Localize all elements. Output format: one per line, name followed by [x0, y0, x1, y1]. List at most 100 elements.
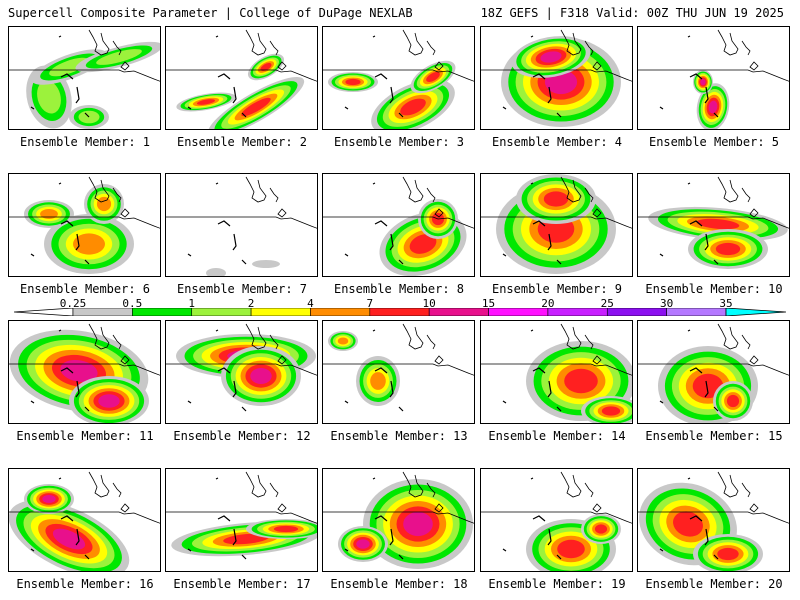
border-line — [9, 511, 160, 524]
scp-contour — [409, 234, 437, 254]
ensemble-panel — [480, 26, 633, 130]
border-line — [481, 69, 632, 82]
scp-contour — [252, 260, 280, 268]
ensemble-panel — [8, 320, 161, 424]
border-line — [166, 216, 317, 229]
scp-contour — [726, 394, 740, 408]
ensemble-member-label: Ensemble Member: 19 — [488, 577, 626, 591]
island-outline — [120, 208, 130, 218]
colorbar-tick-label: 15 — [481, 297, 496, 310]
border-line — [9, 69, 160, 82]
ensemble-panel — [8, 468, 161, 572]
scp-contour — [370, 372, 386, 390]
lake-outlines — [502, 35, 562, 118]
scp-field — [501, 36, 621, 127]
border-line — [481, 363, 632, 376]
coastline — [717, 29, 751, 56]
lake-outlines — [30, 182, 90, 265]
ensemble-member-label: Ensemble Member: 17 — [173, 577, 311, 591]
ensemble-panel — [322, 320, 475, 424]
lake-outlines — [502, 329, 562, 412]
ensemble-member-label: Ensemble Member: 4 — [491, 135, 623, 149]
ensemble-panel — [637, 320, 790, 424]
scp-contour — [700, 78, 706, 86]
scp-map — [323, 29, 474, 129]
border-line — [166, 363, 317, 376]
scp-map — [481, 323, 632, 423]
island-outline — [277, 208, 287, 218]
scp-contour — [696, 218, 740, 230]
coastline — [88, 176, 122, 203]
ensemble-member-label: Ensemble Member: 11 — [16, 429, 154, 443]
colorbar-under-arrow — [14, 308, 74, 316]
ensemble-member-label: Ensemble Member: 14 — [488, 429, 626, 443]
coastline — [402, 323, 436, 350]
border-line — [323, 363, 474, 376]
coastline — [560, 176, 594, 203]
coastline — [88, 323, 122, 350]
scp-contour — [223, 533, 269, 545]
scp-contour — [543, 191, 569, 207]
border-line — [481, 216, 632, 229]
ensemble-member-label: Ensemble Member: 5 — [648, 135, 780, 149]
scp-map — [9, 176, 160, 274]
scp-contour — [96, 49, 142, 65]
ensemble-member-label: Ensemble Member: 20 — [645, 577, 783, 591]
lake-outlines — [30, 477, 90, 560]
colorbar-tick-label: 7 — [366, 297, 374, 310]
ensemble-member-label: Ensemble Member: 13 — [330, 429, 468, 443]
scp-contour — [708, 100, 718, 114]
scp-map — [9, 471, 160, 571]
lake-outlines — [659, 329, 719, 412]
border-line — [638, 363, 789, 376]
scp-field — [171, 519, 317, 557]
island-outline — [434, 355, 444, 365]
scp-map — [166, 323, 317, 412]
island-outline — [434, 503, 444, 513]
colorbar — [14, 308, 786, 316]
scp-contour — [673, 511, 703, 537]
scp-contour — [356, 539, 370, 549]
scp-contour — [60, 359, 98, 383]
coastline — [245, 471, 279, 498]
scp-contour — [241, 97, 271, 117]
lake-outlines — [659, 477, 719, 560]
colorbar-tick-label: 0.25 — [59, 297, 87, 310]
colorbar-tick-label: 1 — [188, 297, 196, 310]
scp-contour — [98, 394, 120, 408]
colorbar-tick-label: 0.5 — [122, 297, 143, 310]
coastline — [560, 471, 594, 498]
colorbar-segment — [606, 308, 667, 316]
scp-field — [526, 341, 632, 423]
ensemble-member-label: Ensemble Member: 10 — [645, 282, 783, 296]
scp-contour — [717, 547, 739, 561]
coastline — [245, 176, 279, 203]
scp-contour — [250, 368, 272, 384]
island-outline — [120, 355, 130, 365]
border-line — [166, 511, 317, 524]
colorbar-tick-label: 20 — [541, 297, 555, 310]
island-outline — [277, 61, 287, 71]
scp-contour — [426, 72, 440, 82]
ensemble-member-label: Ensemble Member: 18 — [330, 577, 468, 591]
scp-field — [176, 334, 316, 406]
coastline — [717, 471, 751, 498]
coastline — [560, 29, 594, 56]
scp-field — [9, 329, 149, 423]
scp-field — [328, 60, 456, 129]
border-line — [323, 216, 474, 229]
scp-contour — [42, 495, 56, 503]
ensemble-panel — [322, 468, 475, 572]
colorbar-segment — [250, 308, 311, 316]
colorbar-tick-label: 4 — [307, 297, 314, 310]
ensemble-panel — [480, 320, 633, 424]
scp-field — [328, 331, 400, 406]
coastline — [88, 471, 122, 498]
ensemble-member-label: Ensemble Member: 8 — [333, 282, 465, 296]
scp-map — [9, 323, 160, 423]
lake-outlines — [187, 329, 247, 412]
colorbar-tick-label: 30 — [660, 297, 674, 310]
scp-map — [323, 176, 474, 276]
ensemble-panel — [480, 468, 633, 572]
scp-field — [639, 482, 763, 571]
